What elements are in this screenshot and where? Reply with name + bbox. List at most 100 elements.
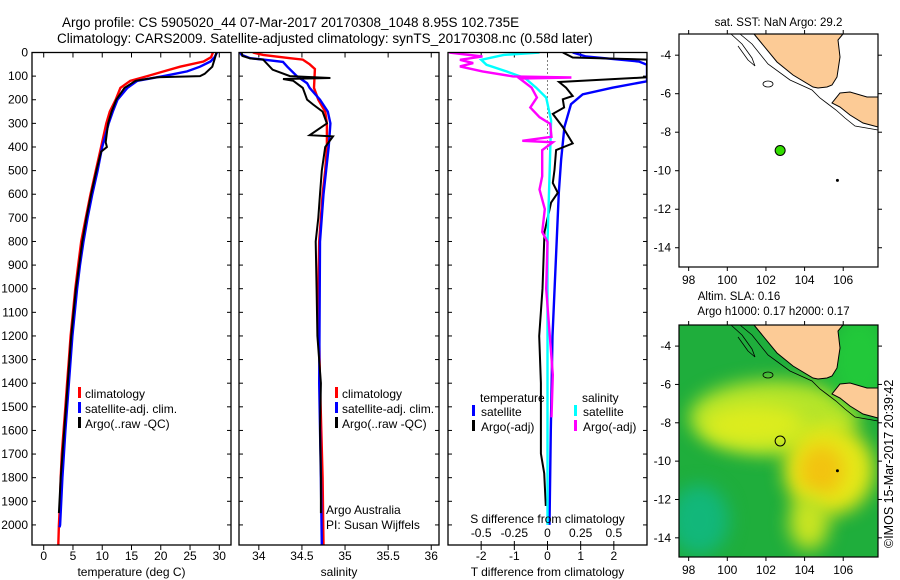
lat-tick-label: -6 [660,87,671,101]
x-tick-label: 20 [154,549,168,563]
lat-tick-label: -10 [654,164,672,178]
x-tick-label: 1 [577,549,584,563]
lat-tick-label: -4 [660,48,671,62]
x-tick-label: 36 [425,549,439,563]
x-tick-label: 34 [252,549,266,563]
legend-label: satellite [583,405,624,419]
legend-label: satellite-adj. clim. [342,402,434,416]
y-tick-label: 1600 [1,423,28,437]
y-tick-label: 1900 [1,494,28,508]
panel-frame [447,51,648,546]
y-tick-label: 500 [8,164,28,178]
panel-frame [31,51,232,546]
legend-label: satellite-adj. clim. [85,402,177,416]
y-tick-label: 100 [8,69,28,83]
lon-tick-label: 104 [795,563,815,577]
x-axis-label: salinity [321,565,358,579]
x-tick-label: 25 [183,549,197,563]
x2-tick-label: 0.5 [605,526,622,540]
legend-swatch [574,405,577,416]
sla-heatmap [679,325,878,557]
map-title-line-2: Argo h1000: 0.17 h2000: 0.17 [697,306,849,318]
legend-label: Argo(-adj) [583,420,636,434]
legend-label: Argo(-adj) [481,420,534,434]
annotation-text: PI: Susan Wijffels [326,518,420,532]
series-line-argo-raw-qc- [240,52,335,514]
lon-tick-label: 106 [833,563,853,577]
x-tick-label: 15 [125,549,139,563]
x-tick-label: -2 [476,549,487,563]
lon-tick-label: 102 [756,563,776,577]
x-tick-label: 0 [40,549,47,563]
legend-label: Argo(..raw -QC) [85,417,170,431]
credit-text: ©IMOS 15-Mar-2017 20:39:42 [882,379,896,548]
x2-tick-label: -0.5 [471,526,492,540]
title-line-1: Argo profile: CS 5905020_44 07-Mar-2017 … [62,15,520,30]
lon-tick-label: 106 [833,273,853,287]
x2-tick-label: 0 [544,526,551,540]
x-tick-label: -1 [509,549,520,563]
x-axis-label: temperature (deg C) [77,565,185,579]
bathymetry-contour [739,324,879,422]
salinity-panel [238,51,440,550]
x-tick-label: 30 [213,549,227,563]
x-tick-label: 35 [338,549,352,563]
legend-swatch [78,417,81,428]
y-tick-label: 1400 [1,376,28,390]
lon-tick-label: 100 [717,273,737,287]
y-tick-label: 1700 [1,447,28,461]
series-line-s-satellite [478,52,553,525]
y-tick-label: 900 [8,258,28,272]
y-tick-label: 600 [8,187,28,201]
lon-tick-label: 98 [682,273,696,287]
lat-tick-label: -4 [660,339,671,353]
lat-tick-label: -10 [654,454,672,468]
legend-label: satellite [481,405,522,419]
legend-label: climatology [342,387,402,401]
series-group [449,52,647,525]
land-java [831,382,879,419]
difference-panel [447,51,648,550]
legend-header: salinity [582,391,619,405]
x-tick-label: 5 [70,549,77,563]
series-line-climatology [57,52,215,545]
legend-label: Argo(..raw -QC) [342,417,427,431]
temperature-panel [31,51,232,550]
map-frame [678,33,879,268]
y-tick-label: 400 [8,140,28,154]
x2-axis-label: S difference from climatology [470,512,625,526]
panel-frame [238,51,440,546]
y-tick-label: 2000 [1,518,28,532]
lat-tick-label: -8 [660,125,671,139]
lat-tick-label: -8 [660,416,671,430]
x-axis-label: T difference from climatology [471,565,625,579]
x2-tick-label: -0.25 [501,526,529,540]
legend-swatch [472,420,475,431]
legend-swatch [574,420,577,431]
series-group [239,52,335,545]
map-title-line-1: Altim. SLA: 0.16 [698,291,780,303]
bathymetry-contour [739,33,879,131]
legend-swatch [335,402,338,413]
map-title: sat. SST: NaN Argo: 29.2 [715,17,843,29]
christmas-island [835,469,839,473]
island-enggano [762,371,774,379]
map-sst [675,30,882,271]
y-tick-label: 800 [8,234,28,248]
y-tick-label: 1300 [1,353,28,367]
heatmap-blob [679,485,729,555]
lon-tick-label: 98 [682,563,696,577]
heatmap-blob [704,405,804,445]
series-line-t-satellite [548,52,647,525]
series-line-satellite-adj-clim- [58,52,219,528]
lat-tick-label: -14 [654,241,672,255]
x-tick-label: 10 [96,549,110,563]
christmas-island [835,178,839,182]
lat-tick-label: -14 [654,531,672,545]
series-line-s-argo-adj- [449,52,572,418]
x2-tick-label: 0.25 [569,526,593,540]
land-sumatra [752,33,845,89]
island-contour [730,324,756,358]
map-sla [675,321,882,561]
